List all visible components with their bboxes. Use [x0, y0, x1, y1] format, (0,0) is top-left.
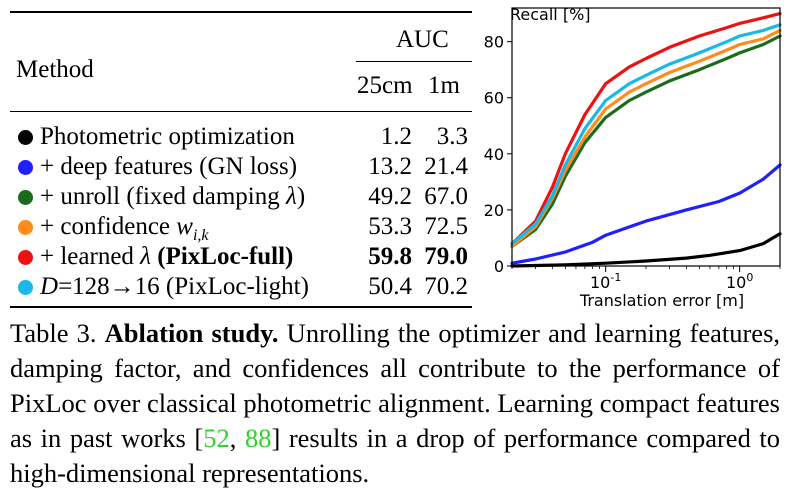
- series-line: [510, 28, 782, 248]
- row-label-unroll: + unroll (fixed damping λ): [40, 183, 306, 210]
- series-line: [510, 23, 782, 246]
- caption-text: ] results in a drop of performance compa…: [10, 423, 780, 488]
- plot-frame: [511, 7, 781, 267]
- row-label-confidence: + confidence wi,k: [40, 213, 209, 244]
- caption-label: Table 3.: [10, 318, 97, 348]
- caption-text: Unrolling the optimizer and learning fea…: [10, 318, 781, 453]
- auc-underline: [356, 61, 472, 62]
- header-1m: 1m: [428, 72, 460, 99]
- legend-dot-green: [18, 190, 33, 205]
- row-auc-1m: 67.0: [424, 183, 468, 210]
- table-caption: Table 3. Ablation study. Unrolling the o…: [10, 318, 781, 488]
- citation-link[interactable]: 88: [244, 423, 272, 453]
- row-auc-25cm: 50.4: [368, 273, 412, 300]
- x-axis-label: Translation error [m]: [579, 291, 744, 310]
- row-label: + deep features (GN loss): [40, 153, 298, 180]
- row-auc-25cm: 1.2: [380, 123, 412, 150]
- citation-link[interactable]: 52: [203, 423, 230, 453]
- y-tick-label: 0: [494, 257, 504, 276]
- method-header: Method: [16, 56, 94, 83]
- row-label-light: D=128→16 (PixLoc-light): [40, 273, 309, 300]
- row-auc-1m: 70.2: [424, 273, 468, 300]
- legend-dot-blue: [18, 160, 33, 175]
- x-tick-label: 100: [726, 271, 753, 292]
- legend-dot-cyan: [18, 280, 33, 295]
- row-label-learned: + learned λ (PixLoc-full): [40, 243, 294, 270]
- table-top-rule: [10, 11, 472, 13]
- caption-title: Ablation study.: [104, 318, 279, 348]
- row-auc-1m: 3.3: [436, 123, 468, 150]
- row-auc-1m: 21.4: [424, 153, 468, 180]
- chart-title: Recall [%]: [510, 5, 591, 24]
- y-tick-label: 80: [484, 33, 504, 52]
- row-auc-25cm: 53.3: [368, 213, 412, 240]
- series-line: [510, 163, 782, 265]
- x-tick-label: 10-1: [590, 271, 621, 292]
- row-auc-1m: 79.0: [424, 243, 468, 270]
- header-rule: [10, 111, 472, 112]
- y-tick-label: 40: [484, 145, 504, 164]
- y-tick-label: 60: [484, 89, 504, 108]
- row-auc-25cm: 59.8: [368, 243, 412, 270]
- auc-header: AUC: [396, 26, 449, 53]
- legend-dot-black: [18, 130, 33, 145]
- series-line: [510, 34, 782, 248]
- legend-dot-red: [18, 250, 33, 265]
- series-line: [510, 232, 782, 268]
- header-25cm: 25cm: [357, 72, 413, 99]
- row-auc-25cm: 13.2: [368, 153, 412, 180]
- recall-chart: 0 20 40 60 80 10-1 100 Recall [%] Translation …: [484, 5, 782, 310]
- series-line: [510, 12, 782, 246]
- table-bottom-rule: [10, 306, 472, 308]
- row-auc-1m: 72.5: [424, 213, 468, 240]
- legend-dot-orange: [18, 220, 33, 235]
- row-auc-25cm: 49.2: [368, 183, 412, 210]
- row-label: Photometric optimization: [40, 123, 295, 150]
- y-tick-label: 20: [484, 201, 504, 220]
